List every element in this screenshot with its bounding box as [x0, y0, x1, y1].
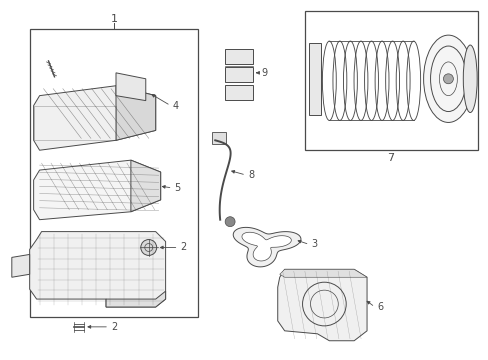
- Polygon shape: [34, 160, 161, 220]
- Bar: [224, 49, 252, 64]
- Polygon shape: [279, 269, 366, 277]
- Text: 2: 2: [180, 243, 186, 252]
- Bar: [224, 67, 252, 82]
- Polygon shape: [34, 86, 155, 150]
- Circle shape: [224, 217, 235, 227]
- Text: 7: 7: [386, 153, 394, 163]
- Bar: [30, 29, 198, 317]
- Bar: [304, 11, 477, 150]
- Bar: [34, 105, 116, 140]
- Text: 8: 8: [247, 170, 254, 180]
- Ellipse shape: [423, 35, 472, 122]
- Text: 9: 9: [262, 68, 267, 78]
- Polygon shape: [12, 255, 30, 277]
- Text: 3: 3: [311, 239, 317, 249]
- Text: 6: 6: [376, 302, 382, 312]
- Polygon shape: [233, 228, 300, 267]
- Polygon shape: [277, 269, 366, 341]
- Ellipse shape: [462, 45, 476, 113]
- Polygon shape: [116, 73, 145, 100]
- Polygon shape: [30, 231, 165, 307]
- Bar: [224, 85, 252, 100]
- Circle shape: [443, 74, 452, 84]
- Polygon shape: [106, 291, 165, 307]
- Polygon shape: [116, 86, 155, 140]
- Bar: [309, 43, 321, 114]
- Polygon shape: [131, 160, 161, 212]
- Bar: [212, 132, 225, 144]
- Polygon shape: [242, 232, 291, 261]
- Text: 5: 5: [174, 183, 181, 193]
- Circle shape: [141, 239, 156, 255]
- Text: 2: 2: [111, 322, 117, 332]
- Text: 4: 4: [172, 100, 178, 111]
- Text: 1: 1: [110, 14, 117, 24]
